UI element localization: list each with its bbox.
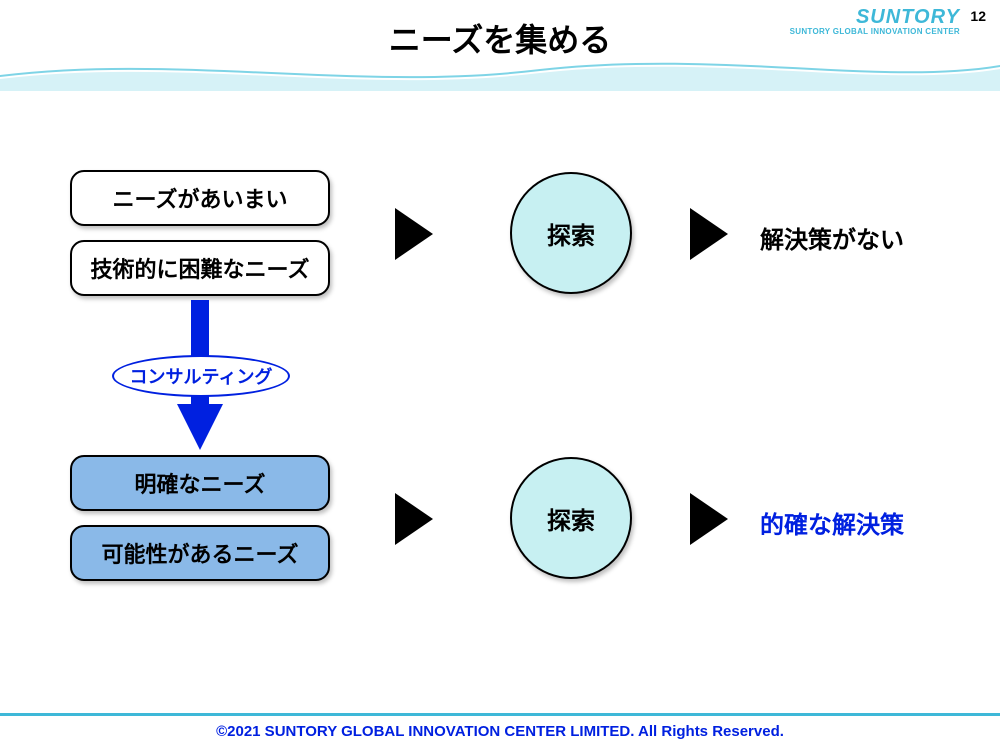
arrow-right-icon bbox=[690, 493, 728, 545]
consulting-ellipse: コンサルティング bbox=[112, 355, 290, 397]
arrow-right-icon bbox=[395, 208, 433, 260]
needs-ambiguous-box: ニーズがあいまい bbox=[70, 170, 330, 226]
needs-clear-label: 明確なニーズ bbox=[135, 467, 266, 499]
output-top: 解決策がない bbox=[760, 220, 904, 255]
needs-possible-label: 可能性があるニーズ bbox=[102, 537, 299, 569]
needs-clear-box: 明確なニーズ bbox=[70, 455, 330, 511]
search-circle-top: 探索 bbox=[510, 172, 632, 294]
search-circle-bottom: 探索 bbox=[510, 457, 632, 579]
slide-header: ニーズを集める SUNTORY SUNTORY GLOBAL INNOVATIO… bbox=[0, 0, 1000, 60]
needs-ambiguous-label: ニーズがあいまい bbox=[113, 182, 288, 214]
footer-rule bbox=[0, 713, 1000, 716]
brand-block: SUNTORY SUNTORY GLOBAL INNOVATION CENTER bbox=[790, 6, 960, 37]
header-wave-decoration bbox=[0, 55, 1000, 91]
arrow-right-icon bbox=[395, 493, 433, 545]
needs-technically-difficult-label: 技術的に困難なニーズ bbox=[91, 252, 310, 284]
search-circle-top-label: 探索 bbox=[547, 216, 595, 251]
needs-technically-difficult-box: 技術的に困難なニーズ bbox=[70, 240, 330, 296]
output-bottom: 的確な解決策 bbox=[760, 505, 904, 540]
brand-logo-text: SUNTORY bbox=[790, 6, 960, 28]
brand-subtitle: SUNTORY GLOBAL INNOVATION CENTER bbox=[790, 28, 960, 37]
footer-copyright: ©2021 SUNTORY GLOBAL INNOVATION CENTER L… bbox=[0, 723, 1000, 740]
consulting-label: コンサルティング bbox=[130, 363, 273, 389]
needs-possible-box: 可能性があるニーズ bbox=[70, 525, 330, 581]
page-number: 12 bbox=[970, 8, 986, 24]
arrow-right-icon bbox=[690, 208, 728, 260]
search-circle-bottom-label: 探索 bbox=[547, 501, 595, 536]
